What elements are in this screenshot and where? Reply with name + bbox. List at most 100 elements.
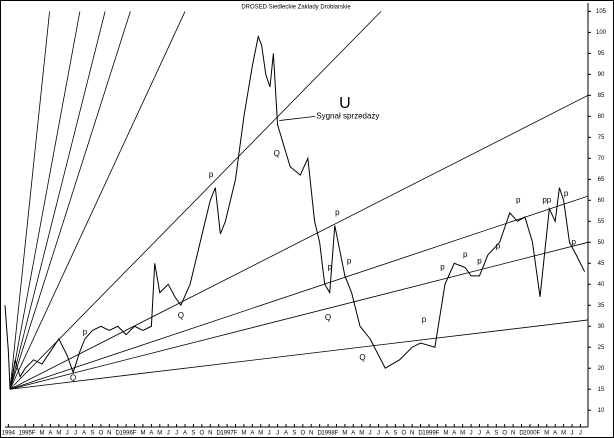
x-tick-label: S — [90, 431, 94, 437]
x-tick-label: O — [300, 431, 305, 437]
y-tick-label: 40 — [598, 282, 605, 288]
x-tick-label: J — [276, 431, 279, 437]
fan-line — [9, 11, 81, 390]
x-tick-label: N — [410, 431, 414, 437]
x-tick-label: M — [241, 431, 246, 437]
annotation: Q — [70, 373, 76, 382]
x-tick-label: J — [377, 431, 380, 437]
x-tick-label: M — [561, 431, 566, 437]
fan-line — [9, 11, 186, 390]
x-tick-label: M — [443, 431, 448, 437]
fan-line — [9, 94, 588, 390]
annotation: Q — [359, 353, 365, 362]
y-tick-label: 65 — [598, 177, 605, 183]
y-tick-label: 15 — [598, 387, 605, 393]
x-tick-label: J — [369, 431, 372, 437]
x-tick-label: A — [486, 431, 490, 437]
x-tick-label: S — [292, 431, 296, 437]
x-tick-label: S — [393, 431, 397, 437]
x-tick-label: F — [436, 431, 440, 437]
x-tick-label: N — [107, 431, 111, 437]
x-tick-label: A — [385, 431, 389, 437]
fan-line — [9, 195, 588, 390]
x-tick-label: M — [258, 431, 263, 437]
annotation: pp — [542, 195, 551, 204]
annotation: p — [477, 256, 482, 265]
x-tick-label: O — [401, 431, 406, 437]
y-tick-label: 25 — [598, 345, 605, 351]
fan-line — [10, 319, 588, 390]
y-tick-label: 20 — [598, 366, 605, 372]
annotation: p — [328, 263, 333, 272]
x-tick-label: J — [74, 431, 77, 437]
x-tick-label: M — [56, 431, 61, 437]
y-tick-label: 80 — [598, 114, 605, 120]
x-tick-label: N — [208, 431, 212, 437]
annotation: p — [463, 250, 468, 259]
x-tick-label: 1996 — [119, 431, 133, 437]
y-tick-label: 105 — [596, 9, 607, 15]
fan-line — [9, 241, 588, 390]
annotation: p — [564, 189, 569, 198]
x-tick-label: A — [82, 431, 86, 437]
x-tick-label: A — [48, 431, 52, 437]
y-tick-label: 95 — [598, 51, 605, 57]
x-tick-label: M — [140, 431, 145, 437]
x-tick-label: 2000 — [523, 431, 537, 437]
fan-line — [9, 11, 382, 390]
x-tick-label: J — [268, 431, 271, 437]
x-tick-label: J — [175, 431, 178, 437]
x-tick-label: A — [250, 431, 254, 437]
price-line — [4, 34, 586, 390]
y-tick-label: 85 — [598, 93, 605, 99]
x-tick-label: N — [309, 431, 313, 437]
annotation: Sygnał sprzedaży — [316, 111, 379, 120]
annotation: p — [347, 256, 352, 265]
x-tick-label: J — [66, 431, 69, 437]
annotation: p — [516, 195, 521, 204]
x-tick-label: A — [149, 431, 153, 437]
y-tick-label: 30 — [598, 324, 605, 330]
x-tick-label: 1995 — [19, 431, 33, 437]
x-tick-label: A — [183, 431, 187, 437]
x-tick-label: A — [553, 431, 557, 437]
x-tick-label: F — [537, 431, 541, 437]
y-tick-label: 70 — [598, 156, 605, 162]
y-tick-label: 100 — [596, 30, 607, 36]
x-tick-label: D — [519, 431, 524, 437]
fan-line — [9, 11, 131, 390]
x-tick-label: O — [200, 431, 205, 437]
annotation-leader — [279, 115, 316, 121]
x-tick-label: J — [579, 431, 582, 437]
x-tick-label: M — [544, 431, 549, 437]
x-tick-label: M — [40, 431, 45, 437]
fan-line — [9, 11, 50, 390]
y-tick-label: 35 — [598, 303, 605, 309]
x-tick-label: O — [502, 431, 507, 437]
x-tick-label: J — [470, 431, 473, 437]
x-tick-label: M — [342, 431, 347, 437]
annotation: Q — [325, 313, 331, 322]
x-tick-label: 1994 — [2, 431, 16, 437]
x-tick-label: D — [317, 431, 322, 437]
x-tick-label: M — [460, 431, 465, 437]
x-tick-label: S — [191, 431, 195, 437]
chart-title: DROSED Siedleckie Zakłady Drobiarskie — [241, 5, 351, 11]
y-tick-label: 55 — [598, 219, 605, 225]
y-tick-label: 45 — [598, 261, 605, 267]
x-tick-label: D — [116, 431, 121, 437]
x-tick-label: S — [494, 431, 498, 437]
x-tick-label: F — [234, 431, 238, 437]
x-tick-label: J — [167, 431, 170, 437]
annotation: p — [440, 263, 445, 272]
fan-line — [9, 11, 106, 390]
x-tick-label: F — [335, 431, 339, 437]
y-tick-label: 60 — [598, 198, 605, 204]
x-tick-label: J — [478, 431, 481, 437]
x-tick-label: 1997 — [220, 431, 234, 437]
x-tick-label: J — [571, 431, 574, 437]
x-tick-label: 1998 — [321, 431, 335, 437]
annotation: U — [339, 95, 351, 112]
